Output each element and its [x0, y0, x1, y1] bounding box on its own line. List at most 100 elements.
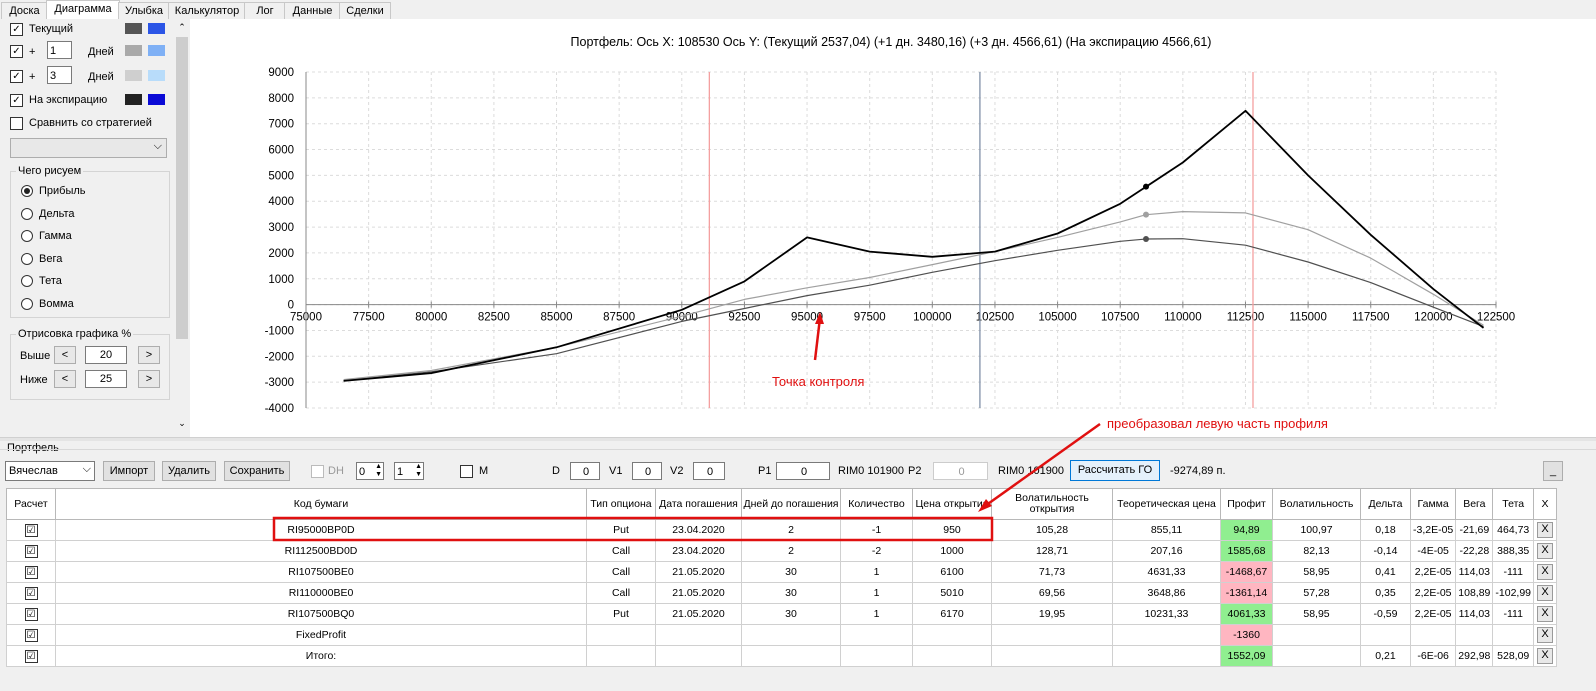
cell-calc-checkbox[interactable]: ☑ [6, 540, 56, 562]
remove-row-button[interactable]: X [1537, 585, 1554, 601]
row-checkbox[interactable]: ☑ [24, 523, 38, 537]
below-decrement-button[interactable]: < [54, 370, 76, 388]
cell-remove[interactable]: X [1533, 540, 1558, 562]
table-row[interactable]: ☑ RI107500BE0 Call 21.05.2020 30 1 6100 71,73 46… [6, 561, 1558, 583]
row-checkbox[interactable]: ☑ [24, 586, 38, 600]
table-row[interactable]: ☑ RI95000BP0D Put 23.04.2020 2 -1 950 105,28 855… [6, 519, 1558, 541]
cell-calc-checkbox[interactable]: ☑ [6, 519, 56, 541]
expiry-checkbox[interactable]: ✓ [10, 94, 23, 107]
tab-board[interactable]: Доска [1, 2, 48, 19]
scroll-up-icon[interactable]: ⌃ [178, 22, 186, 32]
below-value[interactable]: 25 [85, 370, 127, 388]
above-value[interactable]: 20 [85, 346, 127, 364]
plus3-checkbox[interactable]: ✓ [10, 70, 23, 83]
above-decrement-button[interactable]: < [54, 346, 76, 364]
plus3-alt-color-swatch[interactable] [148, 70, 165, 81]
table-row[interactable]: ☑ FixedProfit -1360 X [6, 624, 1558, 646]
cell-remove[interactable]: X [1533, 582, 1558, 604]
plus1-checkbox[interactable]: ✓ [10, 45, 23, 58]
save-button[interactable]: Сохранить [224, 461, 290, 481]
dh-spinner-1[interactable]: 0 ▲ ▼ [356, 462, 384, 480]
tab-diagram[interactable]: Диаграмма [46, 0, 120, 20]
row-checkbox[interactable]: ☑ [24, 565, 38, 579]
v2-input[interactable]: 0 [693, 462, 725, 480]
col-header-price[interactable]: Цена открытия [912, 488, 992, 520]
radio-vomma[interactable] [21, 298, 33, 310]
col-header-vol-open[interactable]: Волатильность открытия [991, 488, 1113, 520]
m-checkbox[interactable] [460, 465, 473, 478]
col-header-date[interactable]: Дата погашения [655, 488, 742, 520]
current-checkbox[interactable]: ✓ [10, 23, 23, 36]
plus3-color-swatch[interactable] [125, 70, 142, 81]
cell-remove[interactable]: X [1533, 561, 1558, 583]
table-row[interactable]: ☑ RI107500BQ0 Put 21.05.2020 30 1 6170 19,95 102… [6, 603, 1558, 625]
expiry-color-swatch[interactable] [125, 94, 142, 105]
v1-input[interactable]: 0 [632, 462, 662, 480]
account-select[interactable]: Вячеслав ⌵ [5, 461, 95, 481]
cell-calc-checkbox[interactable]: ☑ [6, 624, 56, 646]
cell-remove[interactable]: X [1533, 603, 1558, 625]
col-header-theo[interactable]: Теоретическая цена [1112, 488, 1221, 520]
table-row[interactable]: ☑ Итого: 1552,09 0,21 -6E-06 292,98 528,09 X [6, 645, 1558, 667]
col-header-x[interactable]: X [1533, 488, 1558, 520]
row-checkbox[interactable]: ☑ [24, 628, 38, 642]
above-increment-button[interactable]: > [138, 346, 160, 364]
cell-remove[interactable]: X [1533, 519, 1558, 541]
d-input[interactable]: 0 [570, 462, 600, 480]
radio-vega[interactable] [21, 253, 33, 265]
strategy-dropdown[interactable]: ⌵ [10, 138, 167, 158]
col-header-qty[interactable]: Количество [840, 488, 913, 520]
col-header-type[interactable]: Тип опциона [586, 488, 656, 520]
tab-data[interactable]: Данные [284, 2, 341, 19]
col-header-theta[interactable]: Тета [1492, 488, 1535, 520]
cell-remove[interactable]: X [1533, 624, 1558, 646]
tab-calculator[interactable]: Калькулятор [168, 2, 246, 19]
col-header-vol[interactable]: Волатильность [1272, 488, 1361, 520]
table-row[interactable]: ☑ RI112500BD0D Call 23.04.2020 2 -2 1000 128,71… [6, 540, 1558, 562]
cell-calc-checkbox[interactable]: ☑ [6, 561, 56, 583]
scroll-down-icon[interactable]: ⌄ [178, 418, 186, 428]
import-button[interactable]: Импорт [103, 461, 155, 481]
col-header-delta[interactable]: Дельта [1360, 488, 1411, 520]
tab-deals[interactable]: Сделки [339, 2, 391, 19]
row-checkbox[interactable]: ☑ [24, 649, 38, 663]
dh-checkbox[interactable] [311, 465, 324, 478]
remove-row-button[interactable]: X [1537, 606, 1554, 622]
scrollbar-thumb[interactable] [176, 37, 188, 339]
plus1-alt-color-swatch[interactable] [148, 45, 165, 56]
tab-log[interactable]: Лог [244, 2, 286, 19]
row-checkbox[interactable]: ☑ [24, 544, 38, 558]
remove-row-button[interactable]: X [1537, 648, 1554, 664]
below-increment-button[interactable]: > [138, 370, 160, 388]
payoff-chart[interactable]: Портфель: Ось X: 108530 Ось Y: (Текущий … [190, 19, 1596, 437]
col-header-vega[interactable]: Вега [1455, 488, 1494, 520]
col-header-days[interactable]: Дней до погашения [741, 488, 841, 520]
remove-row-button[interactable]: X [1537, 564, 1554, 580]
expiry-alt-color-swatch[interactable] [148, 94, 165, 105]
col-header-profit[interactable]: Профит [1220, 488, 1273, 520]
current-alt-color-swatch[interactable] [148, 23, 165, 34]
plus1-days-input[interactable]: 1 [47, 41, 72, 59]
radio-gamma[interactable] [21, 230, 33, 242]
compare-checkbox[interactable] [10, 117, 23, 130]
col-header-calc[interactable]: Расчет [6, 488, 56, 520]
col-header-gamma[interactable]: Гамма [1409, 488, 1457, 520]
remove-row-button[interactable]: X [1537, 522, 1554, 538]
cell-calc-checkbox[interactable]: ☑ [6, 645, 56, 667]
minimize-button[interactable]: _ [1543, 461, 1563, 481]
plus3-days-input[interactable]: 3 [47, 66, 72, 84]
cell-calc-checkbox[interactable]: ☑ [6, 582, 56, 604]
remove-row-button[interactable]: X [1537, 627, 1554, 643]
splitter[interactable] [0, 437, 1596, 441]
panel-scrollbar[interactable]: ⌃ ⌄ [174, 19, 190, 431]
radio-theta[interactable] [21, 275, 33, 287]
dh-spinner-2[interactable]: 1 ▲ ▼ [394, 462, 424, 480]
cell-calc-checkbox[interactable]: ☑ [6, 603, 56, 625]
plus1-color-swatch[interactable] [125, 45, 142, 56]
radio-profit[interactable] [21, 185, 33, 197]
p2-input[interactable]: 0 [933, 462, 988, 480]
calculate-margin-button[interactable]: Рассчитать ГО [1070, 460, 1160, 481]
remove-row-button[interactable]: X [1537, 543, 1554, 559]
tab-smile[interactable]: Улыбка [118, 2, 170, 19]
row-checkbox[interactable]: ☑ [24, 607, 38, 621]
